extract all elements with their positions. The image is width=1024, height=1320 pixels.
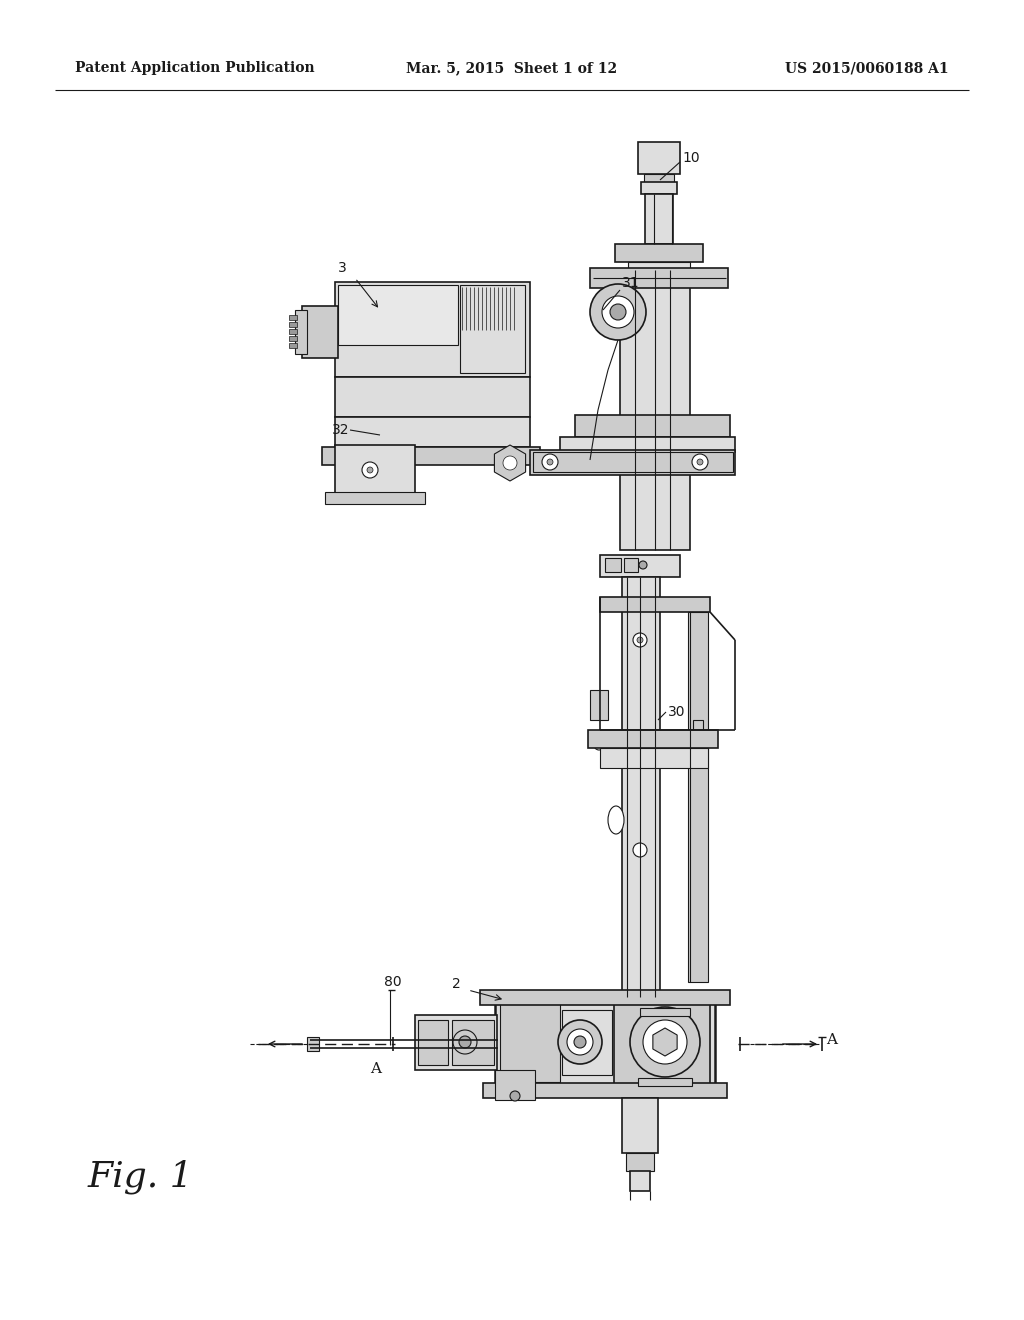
Bar (335, 378, 530, 417)
Bar (640, 1008, 690, 1016)
Polygon shape (653, 1028, 677, 1056)
Circle shape (633, 843, 647, 857)
Circle shape (590, 284, 646, 341)
Circle shape (367, 467, 373, 473)
Bar (295, 310, 307, 354)
Bar (302, 306, 338, 358)
Bar (495, 997, 715, 1086)
Circle shape (639, 561, 647, 569)
Bar (335, 445, 415, 495)
Text: US 2015/0060188 A1: US 2015/0060188 A1 (785, 61, 949, 75)
Bar (415, 1015, 497, 1071)
Circle shape (510, 1092, 520, 1101)
Circle shape (633, 634, 647, 647)
Bar (622, 577, 660, 997)
Text: 3: 3 (338, 261, 347, 275)
Bar (530, 450, 735, 475)
Circle shape (503, 455, 517, 470)
Bar (590, 690, 608, 719)
Text: Fig. 1: Fig. 1 (88, 1160, 194, 1195)
Bar (560, 437, 735, 451)
Circle shape (459, 1036, 471, 1048)
Bar (622, 1098, 658, 1152)
Bar (495, 1071, 535, 1100)
Text: 32: 32 (332, 422, 349, 437)
Bar (322, 447, 540, 465)
Circle shape (453, 1030, 477, 1053)
Bar (307, 1038, 319, 1051)
Bar (575, 414, 730, 437)
Bar (624, 558, 638, 572)
Circle shape (637, 638, 643, 643)
Text: A: A (371, 1063, 382, 1076)
Circle shape (643, 1020, 687, 1064)
Bar (600, 597, 710, 612)
Text: Mar. 5, 2015  Sheet 1 of 12: Mar. 5, 2015 Sheet 1 of 12 (407, 61, 617, 75)
Bar (600, 554, 680, 577)
Bar (630, 1171, 650, 1191)
Circle shape (594, 741, 604, 750)
Bar (418, 1020, 449, 1065)
Text: 31: 31 (622, 276, 640, 290)
Bar (500, 1002, 560, 1082)
Bar (534, 451, 733, 473)
Circle shape (542, 454, 558, 470)
Bar (483, 1082, 727, 1098)
Circle shape (655, 1032, 675, 1052)
Bar (289, 329, 297, 334)
Circle shape (697, 459, 703, 465)
Bar (335, 282, 530, 378)
Circle shape (362, 462, 378, 478)
Bar (338, 285, 458, 345)
Bar (480, 990, 730, 1005)
Bar (325, 492, 425, 504)
Polygon shape (495, 445, 525, 480)
Bar (590, 268, 728, 288)
Bar (644, 174, 674, 182)
Text: Patent Application Publication: Patent Application Publication (75, 61, 314, 75)
Circle shape (602, 296, 634, 327)
Bar (638, 143, 680, 174)
Bar (641, 182, 677, 194)
Bar (600, 748, 708, 768)
Circle shape (547, 459, 553, 465)
Bar (693, 719, 703, 730)
Bar (562, 1010, 612, 1074)
Bar (460, 285, 525, 374)
Circle shape (692, 454, 708, 470)
Bar (605, 558, 621, 572)
Bar (626, 1152, 654, 1171)
Bar (289, 322, 297, 327)
Circle shape (574, 1036, 586, 1048)
Text: 30: 30 (668, 705, 685, 719)
Bar (452, 1020, 494, 1065)
Bar (289, 343, 297, 348)
Bar (620, 271, 690, 550)
Circle shape (558, 1020, 602, 1064)
Text: 2: 2 (452, 977, 461, 991)
Bar (335, 417, 530, 447)
Ellipse shape (608, 807, 624, 834)
Bar (645, 194, 673, 244)
Bar (615, 244, 703, 261)
Text: 80: 80 (384, 975, 401, 989)
Bar (614, 997, 710, 1086)
Bar (289, 337, 297, 341)
Text: 10: 10 (682, 150, 699, 165)
Bar (588, 730, 718, 748)
Circle shape (610, 304, 626, 319)
Bar (289, 315, 297, 319)
Circle shape (567, 1030, 593, 1055)
Text: A: A (826, 1034, 837, 1047)
Bar (688, 612, 708, 982)
Bar (628, 261, 690, 271)
Circle shape (630, 1007, 700, 1077)
Bar (638, 1078, 692, 1086)
